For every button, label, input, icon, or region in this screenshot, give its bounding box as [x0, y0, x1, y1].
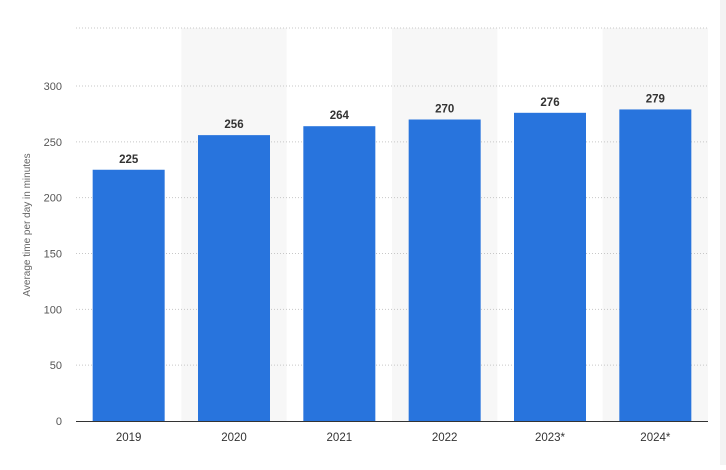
x-tick-label: 2023*	[535, 432, 566, 444]
y-tick-label: 100	[44, 304, 62, 316]
bar[interactable]	[514, 112, 586, 422]
bar[interactable]	[198, 135, 270, 421]
y-tick-label: 250	[44, 137, 62, 149]
data-label: 256	[224, 119, 243, 131]
x-tick-label: 2024*	[640, 432, 671, 444]
y-tick-label: 200	[44, 193, 62, 205]
data-label: 279	[646, 93, 665, 105]
x-tick-label: 2019	[116, 432, 142, 444]
x-tick-label: 2022	[432, 432, 458, 444]
y-tick-label: 0	[56, 416, 62, 428]
data-label: 276	[540, 97, 559, 109]
data-label: 270	[435, 104, 454, 116]
x-axis-ticks: 2019 2020 2021 2022 2023* 2024*	[116, 432, 671, 444]
y-tick-label: 300	[44, 81, 62, 93]
data-label: 225	[119, 154, 139, 166]
data-label: 264	[330, 110, 350, 122]
bar[interactable]	[303, 126, 376, 421]
bar[interactable]	[619, 109, 692, 421]
bar[interactable]	[408, 119, 481, 422]
y-axis-ticks: 0 50 100 150 200 250 300	[44, 81, 62, 428]
side-panel-edge	[720, 0, 726, 465]
y-tick-label: 50	[50, 360, 62, 372]
y-tick-label: 150	[44, 249, 62, 261]
y-axis-title: Average time per day in minutes	[22, 153, 33, 296]
bar[interactable]	[92, 169, 165, 421]
bar-series	[92, 109, 692, 422]
x-tick-label: 2021	[327, 432, 353, 444]
horizontal-gridlines	[76, 27, 708, 366]
data-labels: 225 256 264 270 276 279	[119, 93, 665, 165]
x-tick-label: 2020	[221, 432, 247, 444]
